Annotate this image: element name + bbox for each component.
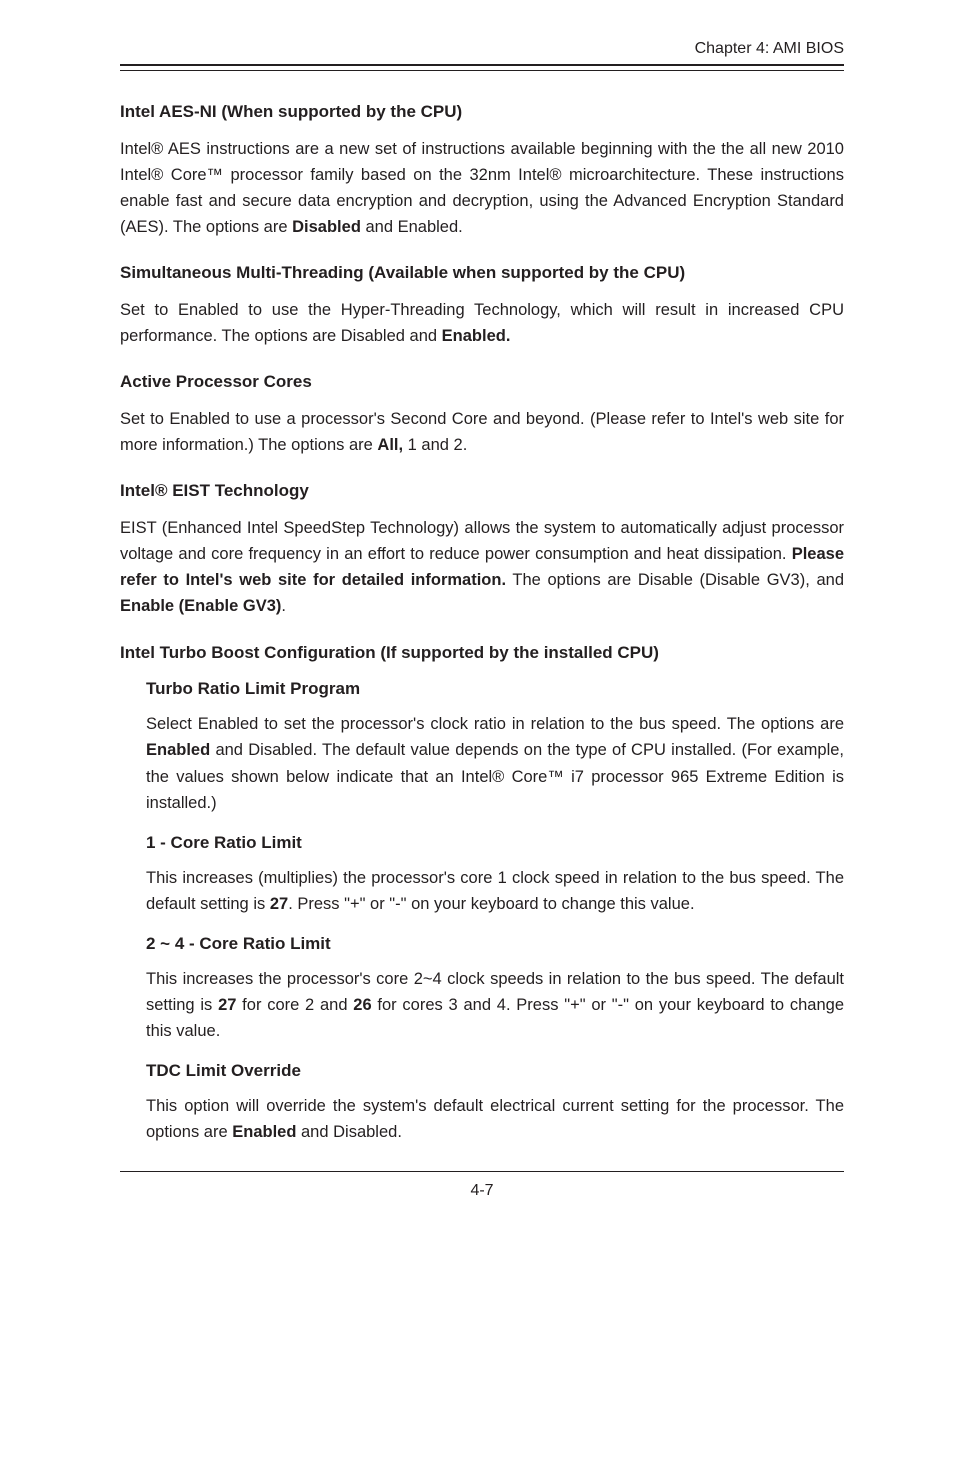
option-bold: Enable (Enable GV3)	[120, 597, 281, 615]
section-body-smt: Set to Enabled to use the Hyper-Threadin…	[120, 297, 844, 349]
text: for core 2 and	[236, 996, 353, 1014]
subsection-title-tdc: TDC Limit Override	[146, 1060, 844, 1083]
page-container: Chapter 4: AMI BIOS Intel AES-NI (When s…	[0, 0, 954, 1458]
text: .	[281, 597, 286, 615]
text: The options are Disable (Disable GV3), a…	[506, 571, 844, 589]
section-body-eist: EIST (Enhanced Intel SpeedStep Technolog…	[120, 515, 844, 619]
text: 1 and 2.	[403, 436, 467, 454]
text: and Disabled. The default value depends …	[146, 741, 844, 811]
option-bold: Enabled	[146, 741, 210, 759]
option-bold: Enabled.	[442, 327, 511, 345]
section-title-aesni: Intel AES-NI (When supported by the CPU)	[120, 101, 844, 124]
header-rule	[120, 64, 844, 71]
text: Set to Enabled to use a processor's Seco…	[120, 410, 844, 454]
section-title-smt: Simultaneous Multi-Threading (Available …	[120, 262, 844, 285]
subsection-body-core24: This increases the processor's core 2~4 …	[146, 966, 844, 1044]
text: and Disabled.	[296, 1123, 402, 1141]
footer-rule	[120, 1171, 844, 1172]
page-number: 4-7	[120, 1182, 844, 1200]
text: . Press "+" or "-" on your keyboard to c…	[288, 895, 694, 913]
option-bold: 26	[353, 996, 371, 1014]
chapter-header: Chapter 4: AMI BIOS	[120, 40, 844, 58]
section-title-turbo: Intel Turbo Boost Configuration (If supp…	[120, 642, 844, 665]
text: Select Enabled to set the processor's cl…	[146, 715, 844, 733]
option-bold: 27	[218, 996, 236, 1014]
subsection-title-core24: 2 ~ 4 - Core Ratio Limit	[146, 933, 844, 956]
subsection-title-ratio: Turbo Ratio Limit Program	[146, 678, 844, 701]
option-bold: All,	[377, 436, 403, 454]
option-bold: Enabled	[232, 1123, 296, 1141]
subsection-title-core1: 1 - Core Ratio Limit	[146, 832, 844, 855]
section-title-cores: Active Processor Cores	[120, 371, 844, 394]
option-bold: Disabled	[292, 218, 361, 236]
section-body-cores: Set to Enabled to use a processor's Seco…	[120, 406, 844, 458]
subsection-body-ratio: Select Enabled to set the processor's cl…	[146, 711, 844, 815]
section-body-aesni: Intel® AES instructions are a new set of…	[120, 136, 844, 240]
turbo-indent-block: Turbo Ratio Limit Program Select Enabled…	[146, 678, 844, 1144]
text: Intel® AES instructions are a new set of…	[120, 140, 844, 236]
option-bold: 27	[270, 895, 288, 913]
subsection-body-core1: This increases (multiplies) the processo…	[146, 865, 844, 917]
text: and Enabled.	[361, 218, 463, 236]
subsection-body-tdc: This option will override the system's d…	[146, 1093, 844, 1145]
section-title-eist: Intel® EIST Technology	[120, 480, 844, 503]
text: EIST (Enhanced Intel SpeedStep Technolog…	[120, 519, 844, 563]
